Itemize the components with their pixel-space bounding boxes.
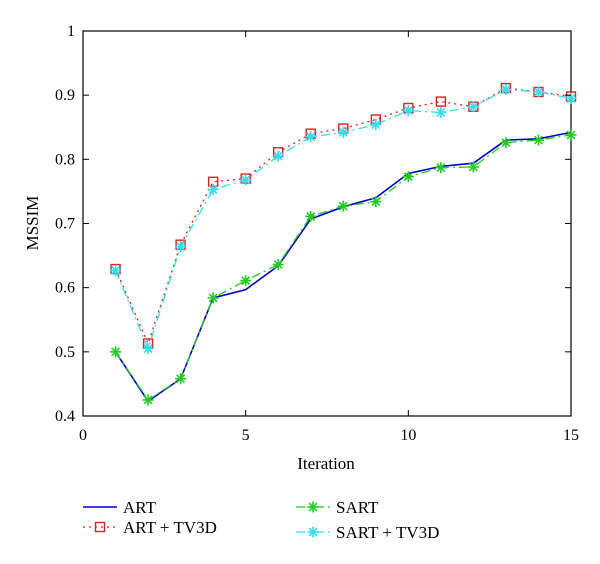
star-marker xyxy=(500,137,512,149)
series-art-tv3d xyxy=(110,82,577,349)
star-marker xyxy=(307,526,319,538)
star-marker xyxy=(110,264,122,276)
x-tick-label: 0 xyxy=(79,427,87,444)
y-axis-label: MSSIM xyxy=(23,196,42,251)
star-marker xyxy=(532,134,544,146)
y-tick-label: 0.4 xyxy=(55,408,75,425)
series-line xyxy=(114,87,572,346)
y-tick-label: 0.5 xyxy=(55,344,75,361)
x-tick-label: 15 xyxy=(563,427,579,444)
star-marker xyxy=(402,171,414,183)
star-marker xyxy=(272,259,284,271)
star-marker xyxy=(370,196,382,208)
star-marker xyxy=(370,119,382,131)
plot-area xyxy=(82,30,572,417)
plot-border xyxy=(82,30,572,417)
y-tick-label: 0.6 xyxy=(55,280,75,297)
star-marker xyxy=(435,162,447,174)
series-sart-tv3d xyxy=(110,83,577,355)
star-marker xyxy=(207,292,219,304)
star-marker xyxy=(467,101,479,113)
star-marker xyxy=(337,200,349,212)
star-marker xyxy=(207,183,219,195)
star-marker xyxy=(110,346,122,358)
star-marker xyxy=(307,501,319,513)
series-line xyxy=(114,131,572,403)
star-marker xyxy=(142,394,154,406)
star-marker xyxy=(565,92,577,104)
legend-label: ART + TV3D xyxy=(123,518,217,537)
star-marker xyxy=(337,126,349,138)
star-marker xyxy=(435,106,447,118)
star-marker xyxy=(402,105,414,117)
y-tick-label: 0.7 xyxy=(55,216,75,233)
star-marker xyxy=(305,131,317,143)
legend-label: SART + TV3D xyxy=(336,523,439,542)
legend-item: SART + TV3D xyxy=(296,523,439,542)
star-marker xyxy=(175,373,187,385)
x-tick-label: 10 xyxy=(400,427,416,444)
star-marker xyxy=(175,241,187,253)
legend-item: SART xyxy=(296,498,379,517)
y-tick-label: 0.9 xyxy=(55,87,75,104)
series-line xyxy=(114,134,572,401)
x-axis-label: Iteration xyxy=(297,454,355,473)
legend-item: ART + TV3D xyxy=(83,518,217,537)
y-tick-label: 1 xyxy=(67,23,75,40)
star-marker xyxy=(142,343,154,355)
star-marker xyxy=(467,161,479,173)
star-marker xyxy=(272,150,284,162)
star-marker xyxy=(240,174,252,186)
square-marker xyxy=(435,96,447,107)
legend-item: ART xyxy=(83,498,157,517)
x-tick-label: 5 xyxy=(242,427,250,444)
series-layer xyxy=(110,82,577,406)
legend-label: SART xyxy=(336,498,379,517)
star-marker xyxy=(500,83,512,95)
series-sart xyxy=(110,129,577,406)
star-marker xyxy=(565,129,577,141)
square-marker xyxy=(94,521,106,533)
star-marker xyxy=(305,210,317,222)
axis-ticks: 0 5 10 15 0.4 0.5 0.6 0.7 0.8 0.9 1 xyxy=(55,23,579,444)
series-art xyxy=(114,131,572,403)
star-marker xyxy=(532,86,544,98)
legend-label: ART xyxy=(123,498,157,517)
star-marker xyxy=(240,275,252,287)
y-tick-label: 0.8 xyxy=(55,151,75,168)
